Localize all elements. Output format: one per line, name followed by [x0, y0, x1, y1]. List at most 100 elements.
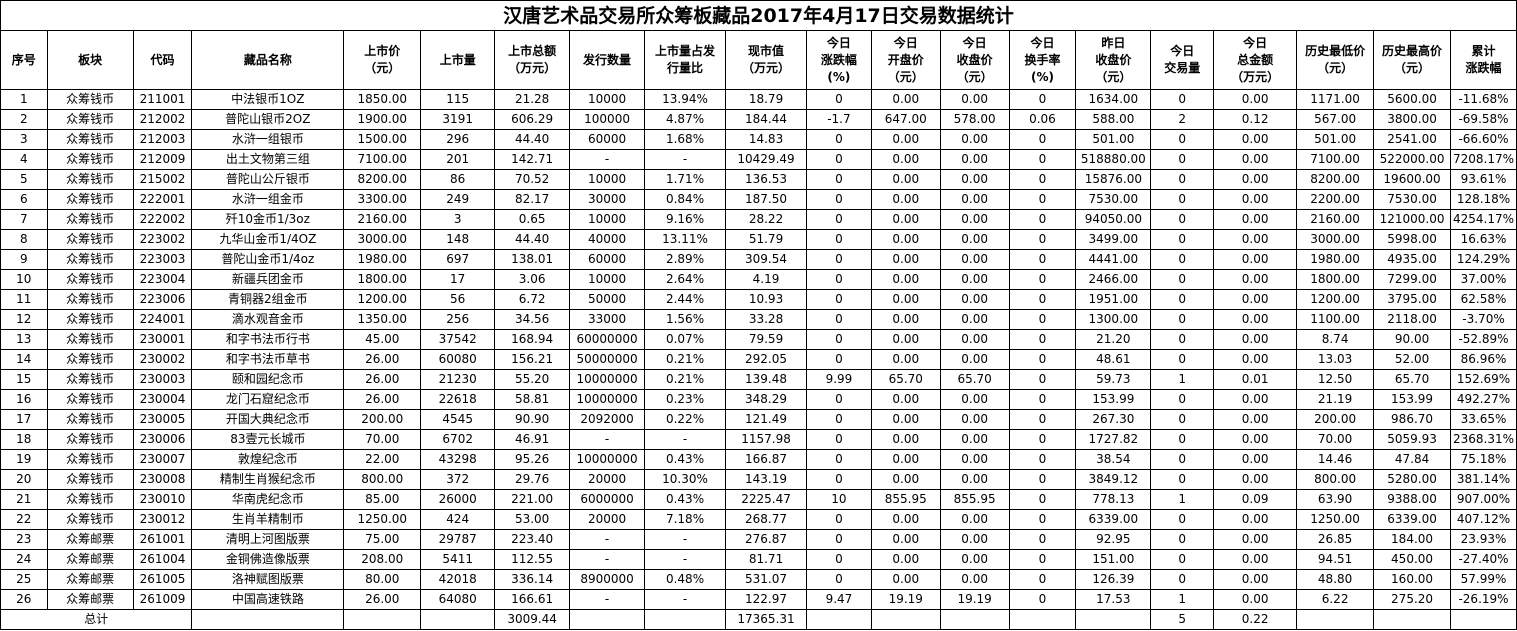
table-cell: 普陀山银币2OZ: [191, 109, 345, 130]
table-row: 18 众筹钱币 230006 83壹元长城币 70.00 6702 46.91- -1157.…: [0, 429, 1517, 450]
table-cell: 0.00: [870, 229, 941, 250]
table-cell: 148: [420, 229, 496, 250]
table-cell: 龙门石窟纪念币: [191, 389, 345, 410]
table-cell: 92.95: [1075, 529, 1152, 550]
table-cell: 0: [1008, 529, 1077, 550]
table-cell: 136.53: [725, 169, 808, 190]
table-cell: 0: [806, 449, 872, 470]
table-cell: 567.00: [1296, 109, 1375, 130]
table-cell: 10000000: [569, 449, 646, 470]
table-cell: 56: [420, 289, 496, 310]
table-cell: 华南虎纪念币: [191, 489, 345, 510]
table-cell: 261005: [132, 569, 193, 590]
table-cell: 22.00: [343, 449, 422, 470]
table-cell: 223002: [132, 229, 193, 250]
table-cell: 0.00: [939, 209, 1010, 230]
table-cell: 82.17: [494, 189, 571, 210]
table-cell: 276.87: [725, 529, 808, 550]
table-cell: 17: [0, 409, 48, 430]
table-cell: 200.00: [1296, 409, 1375, 430]
column-header: 今日 总金额 （万元）: [1213, 30, 1298, 90]
table-cell: 212002: [132, 109, 193, 130]
table-cell: 0.00: [1213, 149, 1298, 170]
table-cell: 0.21%: [644, 349, 727, 370]
table-cell: -: [569, 589, 646, 610]
table-cell: 855.95: [939, 489, 1010, 510]
table-cell: 普陀山金币1/4oz: [191, 249, 345, 270]
table-cell: 普陀山公斤银币: [191, 169, 345, 190]
table-row: 2 众筹钱币 212002 普陀山银币2OZ 1900.00 3191 606.29 1000…: [0, 109, 1517, 130]
table-cell: 0: [806, 309, 872, 330]
table-cell: 1634.00: [1075, 89, 1152, 110]
table-cell: 1100.00: [1296, 309, 1375, 330]
table-cell: 0.00: [1213, 249, 1298, 270]
table-cell: 43298: [420, 449, 496, 470]
table-cell: 0.00: [939, 89, 1010, 110]
table-row: 24 众筹邮票 261004 金铜佛造像版票 208.00 5411 112.55- -81.…: [0, 549, 1517, 570]
table-cell: 224001: [132, 309, 193, 330]
table-cell: 1250.00: [343, 509, 422, 530]
table-cell: 230001: [132, 329, 193, 350]
total-cell: [343, 609, 422, 630]
table-cell: 2118.00: [1373, 309, 1452, 330]
table-cell: 3000.00: [1296, 229, 1375, 250]
table-cell: 0: [1150, 89, 1215, 110]
table-cell: 0.00: [939, 149, 1010, 170]
table-cell: 14.83: [725, 129, 808, 150]
table-row: 7 众筹钱币 222002 歼10金币1/3oz 2160.00 3 0.65 10000 9.…: [0, 209, 1517, 230]
table-cell: 70.52: [494, 169, 571, 190]
table-cell: 187.50: [725, 189, 808, 210]
table-cell: 中国高速铁路: [191, 589, 345, 610]
table-cell: 296: [420, 129, 496, 150]
table-cell: 166.61: [494, 589, 571, 610]
table-cell: 0: [1150, 229, 1215, 250]
table-cell: 1: [1150, 369, 1215, 390]
table-cell: 0.00: [1213, 589, 1298, 610]
table-cell: 精制生肖猴纪念币: [191, 469, 345, 490]
table-cell: 124.29%: [1450, 249, 1517, 270]
table-cell: 众筹钱币: [46, 249, 134, 270]
table-cell: 0.00: [939, 129, 1010, 150]
table-cell: 0.00: [939, 309, 1010, 330]
table-row: 20 众筹钱币 230008 精制生肖猴纪念币 800.00 372 29.76 20000 1…: [0, 469, 1517, 490]
table-cell: 29787: [420, 529, 496, 550]
table-cell: 20: [0, 469, 48, 490]
table-cell: 16.63%: [1450, 229, 1517, 250]
total-cell: [806, 609, 872, 630]
table-cell: 2200.00: [1296, 189, 1375, 210]
table-cell: 0: [1150, 389, 1215, 410]
table-cell: 0.00: [1213, 309, 1298, 330]
table-cell: 222002: [132, 209, 193, 230]
table-cell: 59.73: [1075, 369, 1152, 390]
table-cell: 2.44%: [644, 289, 727, 310]
table-cell: 112.55: [494, 549, 571, 570]
table-cell: 众筹钱币: [46, 169, 134, 190]
table-cell: 0.00: [870, 389, 941, 410]
table-row: 22 众筹钱币 230012 生肖羊精制币 1250.00 424 53.00 20000 7.…: [0, 509, 1517, 530]
table-cell: 0.07%: [644, 329, 727, 350]
table-cell: 0.00: [870, 89, 941, 110]
table-cell: 26: [0, 589, 48, 610]
column-header: 昨日 收盘价 （元）: [1075, 30, 1152, 90]
total-cell: 5: [1150, 609, 1215, 630]
table-cell: 0: [1008, 429, 1077, 450]
table-cell: 80.00: [343, 569, 422, 590]
table-cell: 2466.00: [1075, 269, 1152, 290]
table-cell: 0: [1008, 549, 1077, 570]
table-cell: 0.00: [939, 329, 1010, 350]
table-cell: 0: [806, 349, 872, 370]
table-cell: 0: [1008, 129, 1077, 150]
table-cell: 0: [806, 149, 872, 170]
total-cell: 17365.31: [725, 609, 808, 630]
table-cell: 0: [1150, 249, 1215, 270]
table-cell: 139.48: [725, 369, 808, 390]
total-cell: [1296, 609, 1375, 630]
table-cell: 10000000: [569, 369, 646, 390]
table-row: 14 众筹钱币 230002 和字书法币草书 26.00 60080 156.21 50000…: [0, 349, 1517, 370]
table-cell: 众筹钱币: [46, 409, 134, 430]
table-cell: 381.14%: [1450, 469, 1517, 490]
total-label: 总计: [0, 609, 193, 630]
table-cell: 众筹钱币: [46, 149, 134, 170]
table-cell: 1200.00: [1296, 289, 1375, 310]
total-cell: [1450, 609, 1517, 630]
